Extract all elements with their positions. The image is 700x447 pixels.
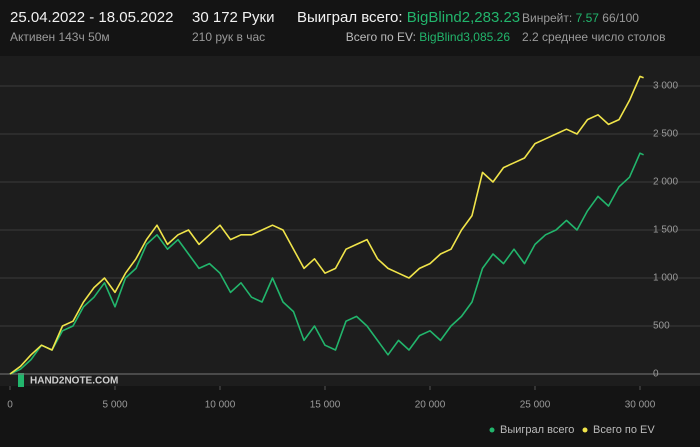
winrate-value: 7.57 xyxy=(575,11,599,25)
winrate-label: Винрейт: xyxy=(522,11,573,25)
y-tick-label: 0 xyxy=(653,369,659,380)
y-tick-label: 3 000 xyxy=(653,81,678,92)
series-line xyxy=(9,75,644,375)
y-tick-label: 1 500 xyxy=(653,225,678,236)
legend-label: Всего по EV xyxy=(593,424,655,436)
won-value: BigBlind2,283.23 xyxy=(406,9,521,26)
y-tick-label: 500 xyxy=(653,321,670,332)
winrate-unit: 66/100 xyxy=(602,11,639,25)
x-tick-label: 0 xyxy=(7,400,13,411)
x-tick-label: 25 000 xyxy=(520,400,551,411)
dates: 25.04.2022 - 18.05.2022 xyxy=(10,9,174,26)
x-tick-label: 15 000 xyxy=(310,400,341,411)
winrate: Винрейт: 7.57 66/100 xyxy=(522,11,639,25)
y-tick-label: 2 500 xyxy=(653,129,678,140)
x-tick-label: 20 000 xyxy=(415,400,446,411)
active: Активен 143ч 50м xyxy=(10,30,110,44)
legend-marker xyxy=(582,427,588,433)
y-tick-label: 1 000 xyxy=(653,273,678,284)
ev-label: Всего по EV: xyxy=(345,30,416,44)
won: Выиграл всего: BigBlind2,283.23 xyxy=(297,9,520,26)
legend-marker xyxy=(489,427,495,433)
logo-icon xyxy=(18,373,24,387)
legend-label: Выиграл всего xyxy=(500,424,574,436)
x-tick-label: 30 000 xyxy=(625,400,656,411)
plot-bg xyxy=(0,56,700,386)
x-tick-label: 10 000 xyxy=(205,400,236,411)
y-tick-label: 2 000 xyxy=(653,177,678,188)
watermark: HAND2NOTE.COM xyxy=(30,376,118,387)
hands-per-hour: 210 рук в час xyxy=(192,30,266,44)
x-tick-label: 5 000 xyxy=(102,400,127,411)
hands: 30 172 Руки xyxy=(192,9,275,26)
series-line xyxy=(9,152,644,375)
ev-value: BigBlind3,085.26 xyxy=(419,30,510,44)
tables: 2.2 среднее число столов xyxy=(522,30,666,44)
won-label: Выиграл всего: xyxy=(297,9,403,26)
ev: Всего по EV: BigBlind3,085.26 xyxy=(346,30,510,44)
